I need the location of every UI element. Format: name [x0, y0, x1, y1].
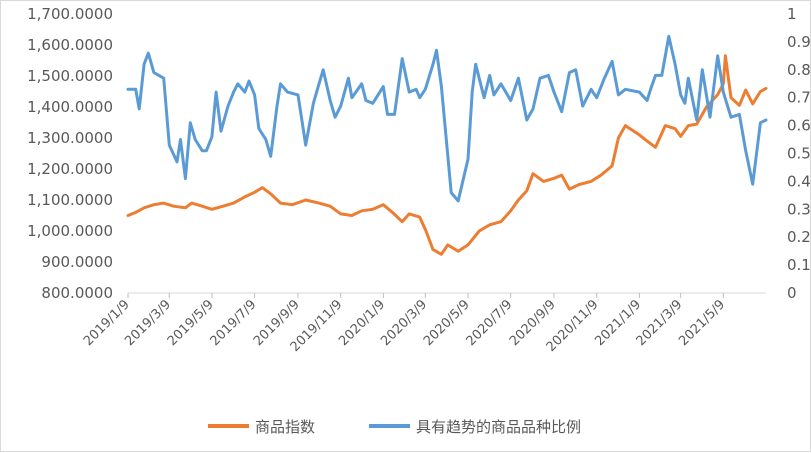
y-right-tick-label: 0.2: [787, 228, 811, 246]
x-tick-label: 2021/5/9: [676, 297, 728, 349]
x-tick-label: 2019/7/9: [208, 297, 260, 349]
legend: 商品指数 具有趋势的商品品种比例: [208, 418, 581, 436]
series-line-commodity-index: [126, 54, 768, 256]
legend-label-commodity-index: 商品指数: [255, 418, 315, 436]
y-right-tick-label: 0.5: [787, 145, 811, 163]
y-left-tick-label: 1,100.0000: [27, 191, 113, 209]
y-right-tick-label: 0.7: [787, 89, 811, 107]
y-right-tick-label: 0.3: [787, 200, 811, 218]
y-right-tick-label: 0: [787, 284, 797, 302]
y-left-tick-label: 800.0000: [41, 284, 113, 302]
x-tick-label: 2020/7/9: [464, 297, 516, 349]
axes-group: 800.0000 900.0000 1,000.0000 1,100.0000 1,20…: [27, 5, 811, 355]
y-right-tick-label: 0.4: [787, 172, 811, 190]
y-right-tick-label: 0.9: [787, 33, 811, 51]
y-left-tick-label: 1,500.0000: [27, 67, 113, 85]
y-right-tick-label: 1: [787, 5, 797, 23]
series-layer: [126, 34, 768, 256]
y-right-tick-label: 0.8: [787, 61, 811, 79]
y-left-tick-label: 1,000.0000: [27, 222, 113, 240]
y-left-tick-label: 900.0000: [41, 253, 113, 271]
y-right-tick-label: 0.6: [787, 117, 811, 135]
series-line-trend-ratio: [126, 34, 768, 203]
y-left-tick-label: 1,400.0000: [27, 98, 113, 116]
y-left-tick-label: 1,600.0000: [27, 36, 113, 54]
legend-label-trend-ratio: 具有趋势的商品品种比例: [416, 418, 581, 436]
y-right-tick-label: 0.1: [787, 256, 811, 274]
y-left-tick-label: 1,700.0000: [27, 5, 113, 23]
y-left-tick-label: 1,200.0000: [27, 160, 113, 178]
y-left-tick-label: 1,300.0000: [27, 129, 113, 147]
